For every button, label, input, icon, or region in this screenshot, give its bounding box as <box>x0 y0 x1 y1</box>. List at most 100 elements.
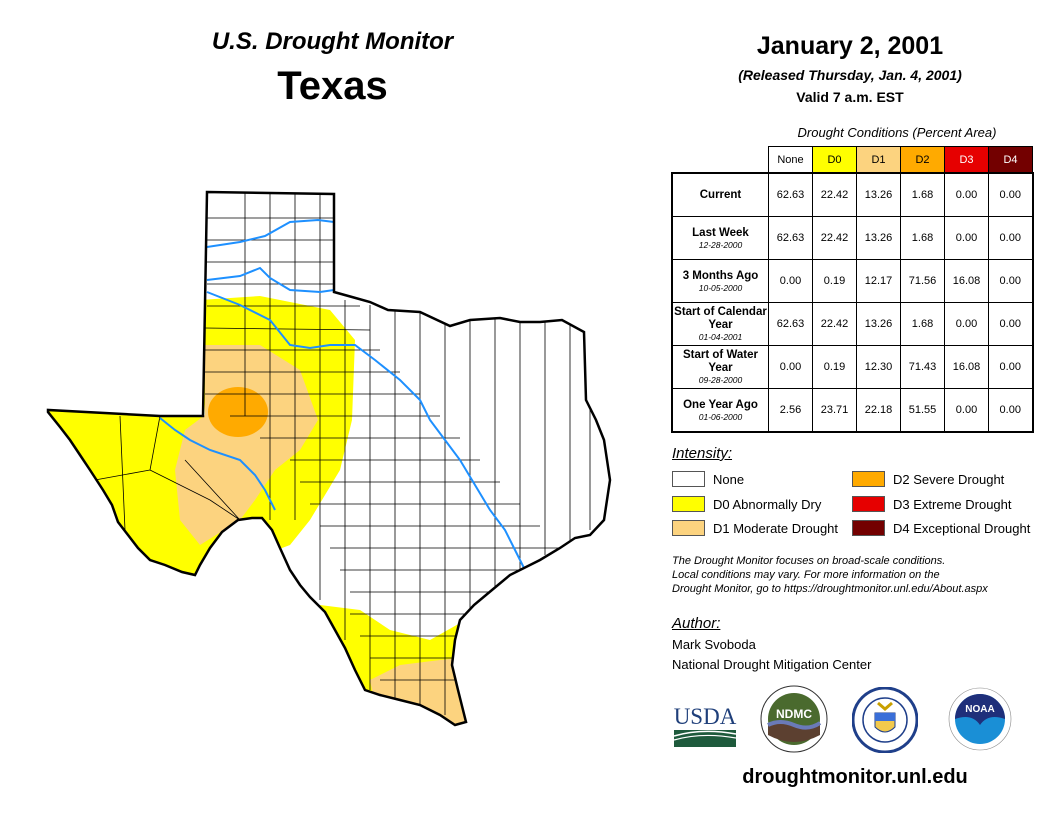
col-header-d4: D4 <box>988 146 1033 174</box>
legend-item: D0 Abnormally Dry <box>672 495 821 513</box>
cell-d4: 0.00 <box>988 302 1033 346</box>
legend-item: D1 Moderate Drought <box>672 519 838 537</box>
legend-label: D3 Extreme Drought <box>893 496 1012 512</box>
row-date: 12-28-2000 <box>698 239 743 250</box>
cell-d0: 0.19 <box>812 259 857 303</box>
footer-url[interactable]: droughtmonitor.unl.edu <box>742 766 968 788</box>
cell-d3: 0.00 <box>944 172 989 217</box>
legend-title: Intensity: <box>672 445 733 462</box>
commerce-seal-logo <box>852 687 918 753</box>
cell-d2: 51.55 <box>900 388 945 433</box>
col-header-d3: D3 <box>944 146 989 174</box>
cell-d3: 0.00 <box>944 216 989 260</box>
note-line: Local conditions may vary. For more info… <box>672 569 940 581</box>
table-row: Start of Water Year 09-28-2000 0.00 0.19 12.… <box>671 345 1033 389</box>
release-date: (Released Thursday, Jan. 4, 2001) <box>738 67 962 83</box>
cell-d1: 13.26 <box>856 172 901 217</box>
usda-logo: USDA <box>674 704 737 747</box>
row-label: One Year Ago <box>683 398 758 411</box>
col-header-d0: D0 <box>812 146 857 174</box>
table-row: Last Week 12-28-2000 62.63 22.42 13.26 1.68 0.… <box>671 216 1033 260</box>
legend-label: D0 Abnormally Dry <box>713 496 822 512</box>
disclaimer-note: The Drought Monitor focuses on broad-sca… <box>672 554 1042 596</box>
cell-d1: 12.17 <box>856 259 901 303</box>
cell-none: 62.63 <box>768 172 813 217</box>
cell-d2: 71.56 <box>900 259 945 303</box>
cell-d4: 0.00 <box>988 259 1033 303</box>
table-corner <box>672 147 769 174</box>
col-header-none: None <box>768 146 813 174</box>
legend-item: D2 Severe Drought <box>852 470 1004 488</box>
legend-item: D4 Exceptional Drought <box>852 519 1030 537</box>
cell-d3: 16.08 <box>944 259 989 303</box>
legend-label: D2 Severe Drought <box>893 471 1005 487</box>
legend-item: D3 Extreme Drought <box>852 495 1012 513</box>
usda-logo-text: USDA <box>674 704 737 729</box>
row-label: Current <box>699 188 742 201</box>
legend-swatch <box>672 471 705 487</box>
table-row: One Year Ago 01-06-2000 2.56 23.71 22.18 51.5… <box>671 388 1033 433</box>
ndmc-logo-text: NDMC <box>776 707 812 721</box>
cell-d1: 12.30 <box>856 345 901 389</box>
cell-none: 62.63 <box>768 302 813 346</box>
author-name: Mark Svoboda <box>672 637 756 652</box>
cell-d2: 1.68 <box>900 302 945 346</box>
legend-swatch <box>672 496 705 512</box>
cell-d2: 1.68 <box>900 172 945 217</box>
cell-d0: 23.71 <box>812 388 857 433</box>
row-header: Start of Calendar Year 01-04-2001 <box>671 302 769 346</box>
note-line: The Drought Monitor focuses on broad-sca… <box>672 555 946 567</box>
legend-swatch <box>852 520 885 536</box>
table-row: 3 Months Ago 10-05-2000 0.00 0.19 12.17 71.56… <box>671 259 1033 303</box>
legend-label: None <box>713 471 745 487</box>
cell-d3: 0.00 <box>944 302 989 346</box>
cell-none: 0.00 <box>768 259 813 303</box>
d1-area-west <box>175 345 318 545</box>
legend-swatch <box>852 496 885 512</box>
table-row: Current 62.63 22.42 13.26 1.68 0.00 0.00 <box>671 172 1033 217</box>
d2-area <box>208 387 268 437</box>
row-header: One Year Ago 01-06-2000 <box>671 388 769 433</box>
noaa-logo-text: NOAA <box>965 704 994 715</box>
row-date: 01-06-2000 <box>698 411 743 422</box>
row-header: Last Week 12-28-2000 <box>671 216 769 260</box>
river-brazos <box>206 291 526 571</box>
cell-none: 62.63 <box>768 216 813 260</box>
cell-d2: 1.68 <box>900 216 945 260</box>
rivers <box>159 218 526 571</box>
row-label: Start of Water Year <box>683 349 758 374</box>
county-lines <box>94 192 591 715</box>
row-header: 3 Months Ago 10-05-2000 <box>671 259 769 303</box>
row-label: Last Week <box>692 226 749 239</box>
author-title: Author: <box>672 615 721 632</box>
legend-label: D4 Exceptional Drought <box>893 520 1031 536</box>
row-header: Start of Water Year 09-28-2000 <box>671 345 769 389</box>
cell-d3: 0.00 <box>944 388 989 433</box>
table-row: Start of Calendar Year 01-04-2001 62.63 22.… <box>671 302 1033 346</box>
legend-label: D1 Moderate Drought <box>713 520 839 536</box>
cell-d4: 0.00 <box>988 172 1033 217</box>
map-date: January 2, 2001 <box>756 32 944 60</box>
col-header-d2: D2 <box>900 146 945 174</box>
cell-none: 0.00 <box>768 345 813 389</box>
row-label: Start of Calendar Year <box>674 306 767 331</box>
legend-swatch <box>852 471 885 487</box>
cell-d0: 22.42 <box>812 302 857 346</box>
row-header: Current <box>671 172 769 217</box>
row-date: 10-05-2000 <box>698 282 743 293</box>
cell-d0: 22.42 <box>812 216 857 260</box>
row-date: 01-04-2001 <box>698 332 743 342</box>
river-pecos <box>159 417 276 511</box>
product-title: U.S. Drought Monitor <box>211 28 454 55</box>
drought-conditions-table: None D0 D1 D2 D3 D4 Current 62.63 22.42 13.… <box>671 146 1034 433</box>
cell-d0: 0.19 <box>812 345 857 389</box>
region-title: Texas <box>277 64 388 108</box>
valid-time: Valid 7 a.m. EST <box>796 89 904 105</box>
note-line: Drought Monitor, go to https://droughtmo… <box>672 583 988 595</box>
noaa-logo: NOAA <box>948 687 1012 751</box>
river-red-north <box>206 266 335 294</box>
legend-item: None <box>672 470 744 488</box>
cell-d2: 71.43 <box>900 345 945 389</box>
col-header-d1: D1 <box>856 146 901 174</box>
cell-d3: 16.08 <box>944 345 989 389</box>
